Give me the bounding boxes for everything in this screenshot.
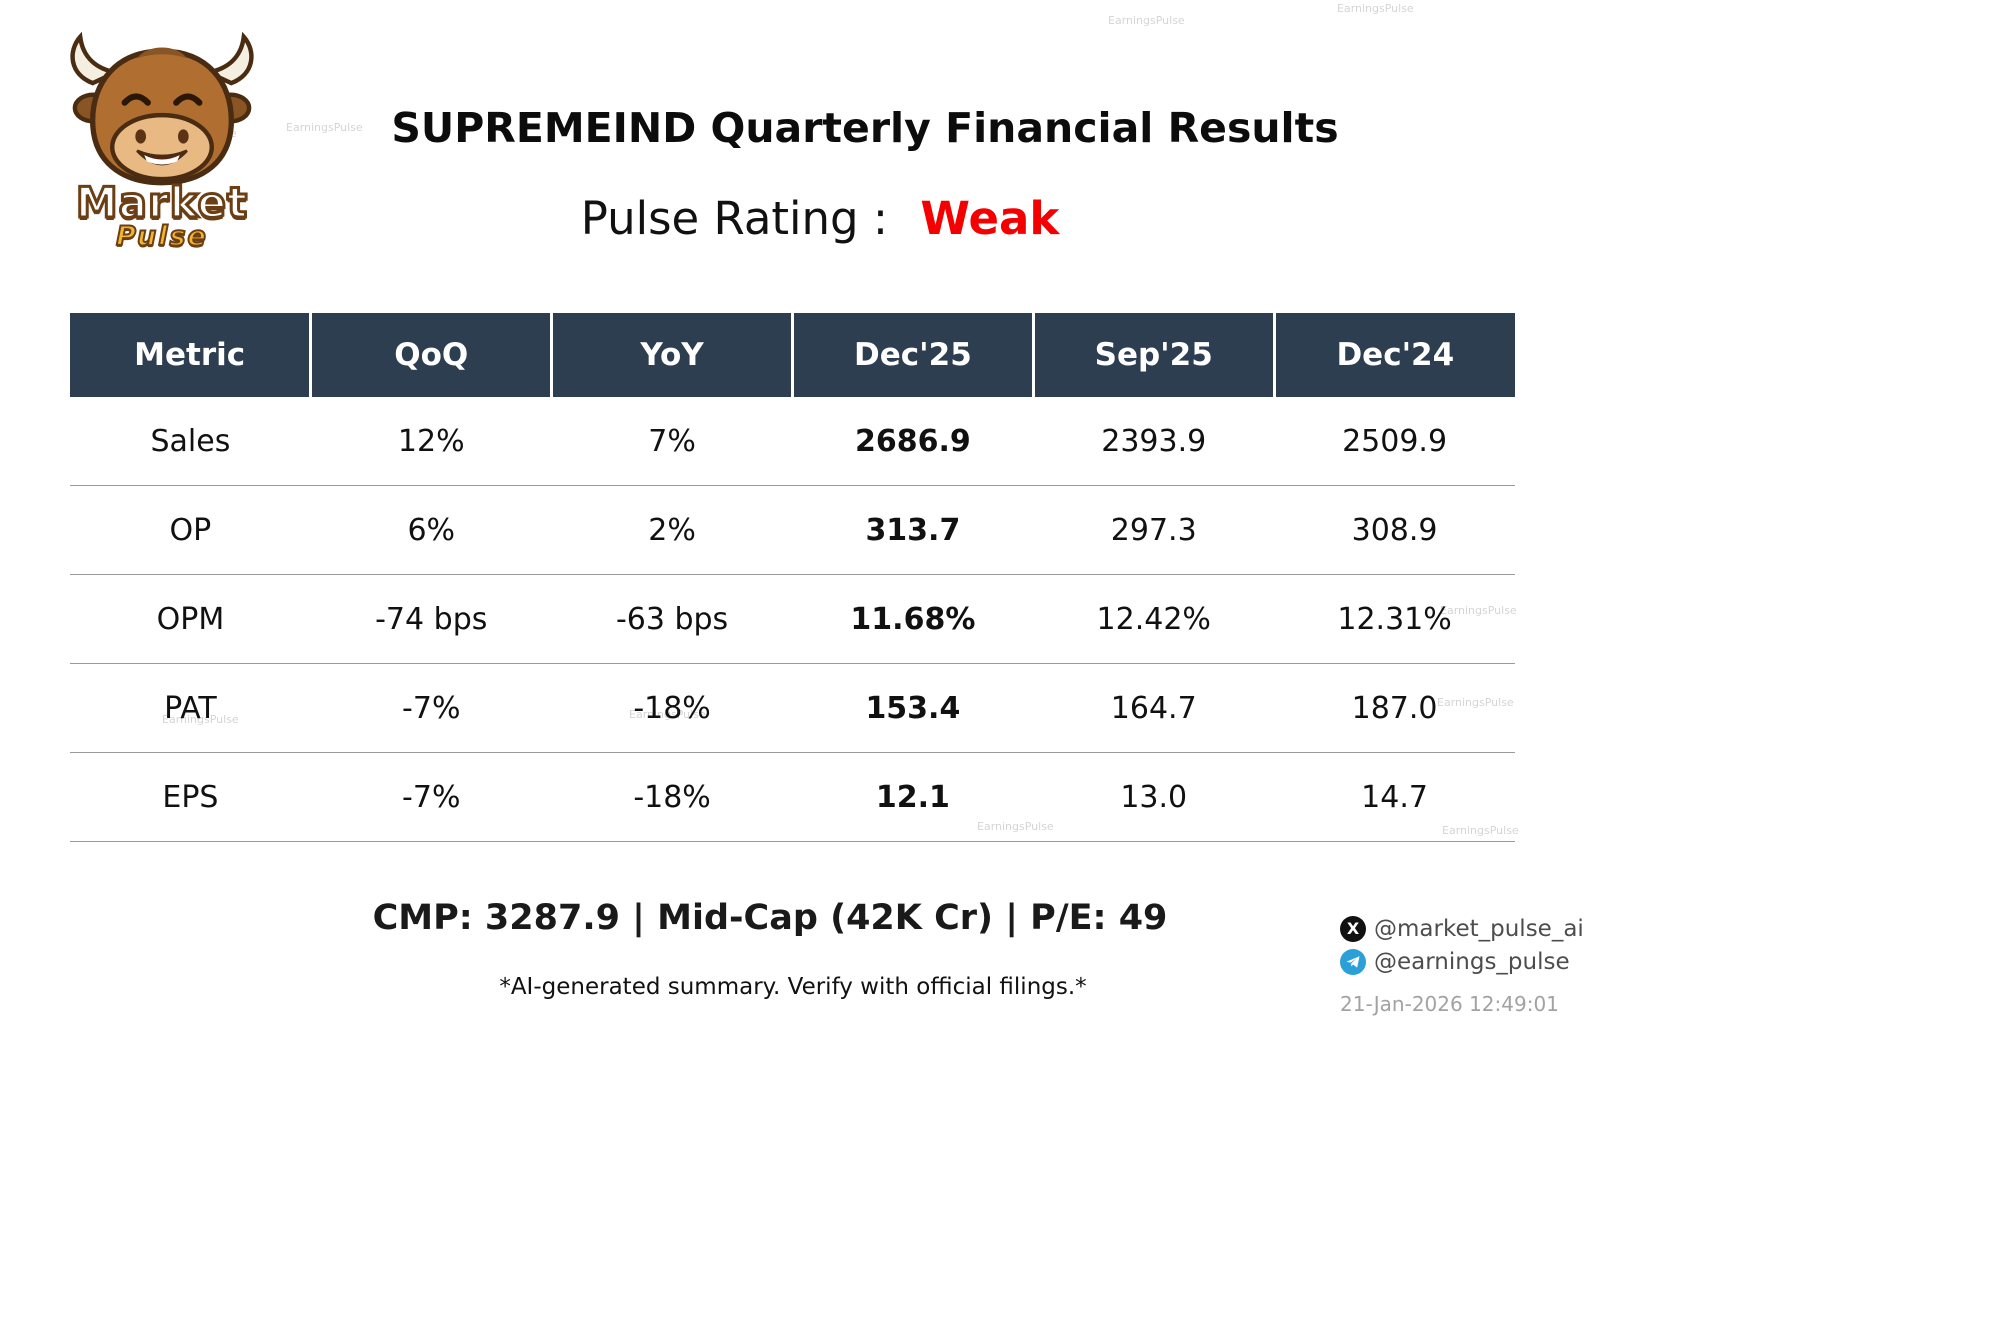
table-header-row: Metric QoQ YoY Dec'25 Sep'25 Dec'24 (70, 313, 1515, 397)
metric-cell: PAT (70, 663, 311, 753)
qoq-cell: -74 bps (310, 574, 552, 664)
watermark-text: EarningsPulse (1108, 14, 1185, 27)
dec24-cell: 12.31% (1274, 574, 1515, 664)
dec24-cell: 2509.9 (1274, 397, 1515, 486)
dec24-cell: 187.0 (1274, 663, 1515, 753)
dec25-cell: 313.7 (792, 485, 1034, 575)
table-row: OPM -74 bps -63 bps 11.68% 12.42% 12.31% (70, 574, 1515, 664)
sep25-cell: 2393.9 (1033, 397, 1275, 486)
metric-cell: EPS (70, 752, 311, 842)
x-handle-row: X @market_pulse_ai (1340, 912, 1640, 945)
pulse-rating-label: Pulse Rating : (580, 192, 889, 245)
x-twitter-icon: X (1340, 915, 1366, 942)
header-cell-dec24: Dec'24 (1272, 313, 1515, 397)
watermark-text: EarningsPulse (286, 121, 363, 134)
qoq-cell: 6% (310, 485, 552, 575)
qoq-cell: -7% (310, 663, 552, 753)
telegram-handle: @earnings_pulse (1374, 948, 1570, 975)
qoq-cell: 12% (310, 397, 552, 486)
page-title: SUPREMEIND Quarterly Financial Results (391, 104, 1339, 152)
yoy-cell: 7% (551, 397, 793, 486)
financials-table: Metric QoQ YoY Dec'25 Sep'25 Dec'24 Sale… (70, 313, 1515, 842)
header-cell-sep25: Sep'25 (1031, 313, 1275, 397)
dec24-cell: 308.9 (1274, 485, 1515, 575)
sep25-cell: 13.0 (1033, 752, 1275, 842)
sep25-cell: 12.42% (1033, 574, 1275, 664)
yoy-cell: -18% (551, 663, 793, 753)
timestamp: 21-Jan-2026 12:49:01 (1340, 992, 1559, 1016)
header-cell-dec25: Dec'25 (790, 313, 1034, 397)
header-cell-metric: Metric (70, 313, 311, 397)
telegram-handle-row: @earnings_pulse (1340, 945, 1640, 978)
cmp-summary-line: CMP: 3287.9 | Mid-Cap (42K Cr) | P/E: 49 (372, 898, 1168, 938)
dec25-cell: 153.4 (792, 663, 1034, 753)
table-row: EPS -7% -18% 12.1 13.0 14.7 (70, 752, 1515, 842)
table-row: OP 6% 2% 313.7 297.3 308.9 (70, 485, 1515, 575)
table-row: PAT -7% -18% 153.4 164.7 187.0 (70, 663, 1515, 753)
pulse-rating: Pulse Rating : Weak (0, 192, 1640, 245)
watermark-text: EarningsPulse (1337, 2, 1414, 15)
metric-cell: OP (70, 485, 311, 575)
ai-disclaimer: *AI-generated summary. Verify with offic… (499, 974, 1087, 1000)
pulse-rating-value: Weak (920, 192, 1060, 245)
x-handle: @market_pulse_ai (1374, 915, 1584, 942)
header-cell-qoq: QoQ (309, 313, 552, 397)
bull-logo-icon (62, 31, 262, 192)
sep25-cell: 164.7 (1033, 663, 1275, 753)
metric-cell: Sales (70, 397, 311, 486)
dec25-cell: 12.1 (792, 752, 1034, 842)
table-row: Sales 12% 7% 2686.9 2393.9 2509.9 (70, 397, 1515, 486)
brand-logo: Market Pulse (52, 28, 272, 253)
dec25-cell: 2686.9 (792, 397, 1034, 486)
qoq-cell: -7% (310, 752, 552, 842)
brand-name-bottom: Pulse (115, 220, 208, 253)
yoy-cell: 2% (551, 485, 793, 575)
dec25-cell: 11.68% (792, 574, 1034, 664)
yoy-cell: -18% (551, 752, 793, 842)
yoy-cell: -63 bps (551, 574, 793, 664)
dec24-cell: 14.7 (1274, 752, 1515, 842)
social-links: X @market_pulse_ai @earnings_pulse 21-Ja… (1340, 912, 1640, 1016)
sep25-cell: 297.3 (1033, 485, 1275, 575)
telegram-icon (1340, 948, 1366, 975)
metric-cell: OPM (70, 574, 311, 664)
header-cell-yoy: YoY (550, 313, 793, 397)
brand-name-top: Market (74, 177, 249, 229)
